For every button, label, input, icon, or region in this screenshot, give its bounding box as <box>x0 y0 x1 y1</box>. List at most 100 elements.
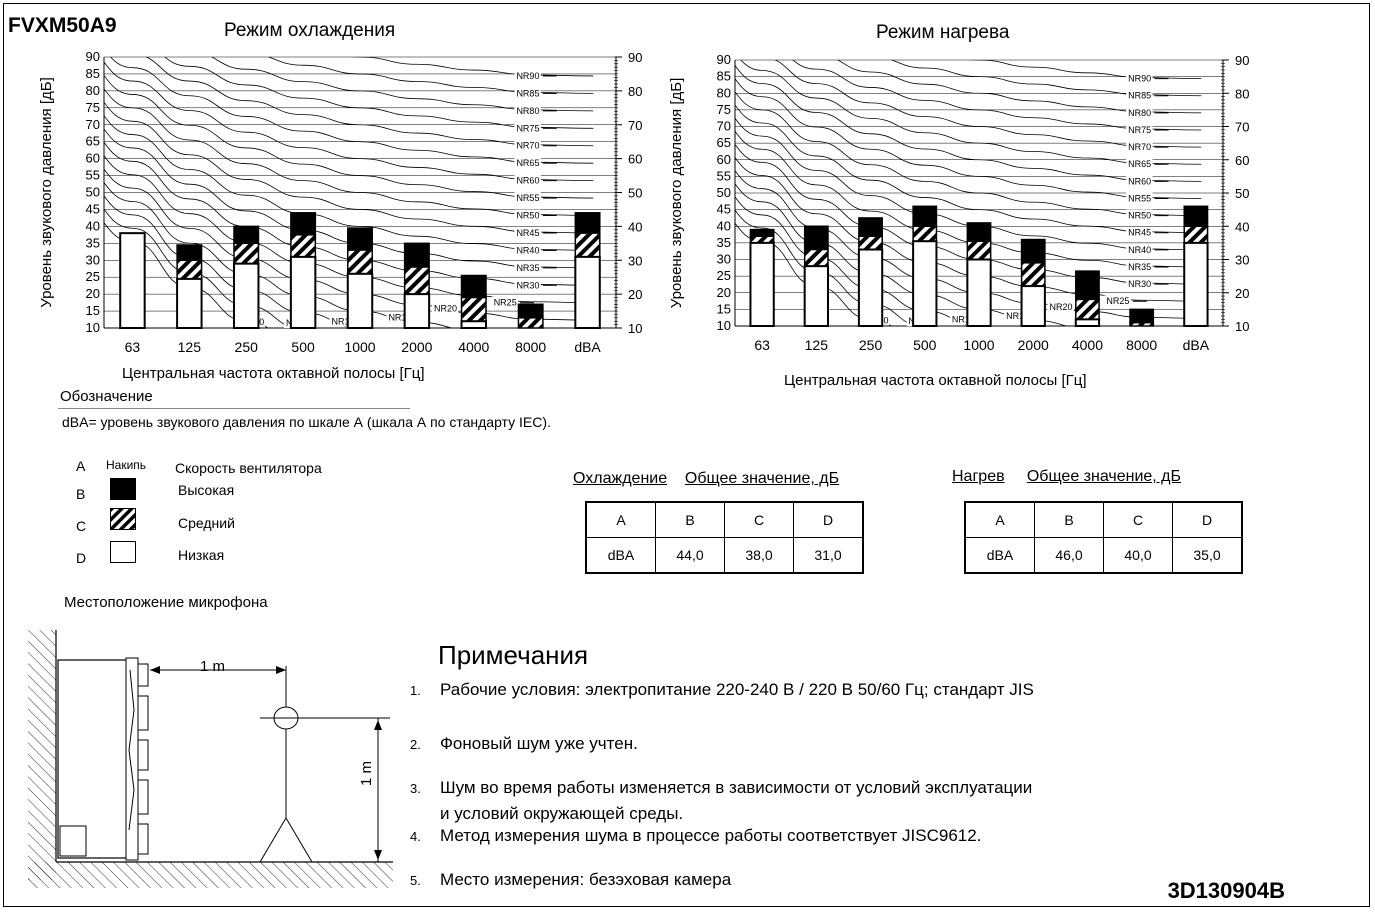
nr-label: NR35 <box>1128 262 1151 272</box>
note-item: 5. Место измерения: безэховая камера <box>410 870 731 890</box>
nr-label-bg <box>329 315 356 327</box>
y-axis-label: Уровень звукового давления [дБ] <box>38 77 55 308</box>
nr-label-bg <box>1004 309 1031 321</box>
nr-label-bg <box>1126 106 1153 118</box>
note-item: 4. Метод измерения шума в процессе работы… <box>410 826 981 846</box>
note-number: 2. <box>410 737 421 752</box>
note-text: Фоновый шум уже учтен. <box>440 734 638 753</box>
y-tick-label-right: 20 <box>628 287 642 302</box>
bar-medium <box>403 266 430 295</box>
bar-low <box>574 255 601 329</box>
x-tick-label: 8000 <box>515 339 546 355</box>
nr-label: NR10 <box>332 316 355 326</box>
nr-label-bg <box>1126 72 1153 84</box>
nr-label-bg <box>514 244 541 256</box>
nr-label-bg <box>1126 209 1153 221</box>
y-tick-label: 30 <box>86 252 100 267</box>
x-tick-label: 125 <box>178 339 202 355</box>
nr-curve <box>735 78 1202 199</box>
y-tick-label: 85 <box>717 69 731 84</box>
table-row: dBA 46,0 40,0 35,0 <box>965 537 1242 573</box>
nr-curve <box>145 57 594 147</box>
dba-note: dBA= уровень звукового давления по шкале… <box>62 414 551 430</box>
bar-medium <box>517 317 544 329</box>
nr-label: NR85 <box>516 88 539 98</box>
bar-low <box>912 240 938 327</box>
x-tick-label: 125 <box>805 337 829 353</box>
nr-label-bg <box>1126 141 1153 153</box>
nr-label-bg <box>491 296 519 308</box>
x-tick-label: 250 <box>235 339 259 355</box>
nr-label-bg <box>514 192 541 204</box>
nr-label: NR20 <box>434 303 457 313</box>
legend-label-high: Высокая <box>178 482 235 498</box>
microphone-title: Местоположение микрофона <box>64 594 268 611</box>
cooling-caption-value: Общее значение, дБ <box>684 470 840 487</box>
note-text: Место измерения: безэховая камера <box>440 870 732 889</box>
notes-title: Примечания <box>438 640 589 670</box>
y-tick-label-right: 50 <box>628 186 642 201</box>
y-tick-label: 15 <box>86 303 100 318</box>
heating-caption-value: Общее значение, дБ <box>1026 468 1182 485</box>
bar-low <box>749 241 775 327</box>
nr-curves <box>104 57 594 328</box>
nr-label-bg <box>1126 89 1153 101</box>
table-cell: A <box>586 502 656 538</box>
nr-label: NR45 <box>1128 228 1151 238</box>
bar-high <box>347 227 373 251</box>
y-tick-label-right: 70 <box>1235 120 1249 135</box>
y-tick-label: 40 <box>717 218 731 233</box>
legend-label-medium: Средний <box>178 515 235 531</box>
nr-curve <box>735 104 1202 234</box>
bar-medium <box>347 249 373 275</box>
nr-curve <box>837 60 1202 114</box>
table-cell: dBA <box>586 537 656 573</box>
bar-high <box>1183 205 1209 228</box>
heating-caption-mode: Нагрев <box>952 468 1005 485</box>
table-cell: D <box>793 502 863 538</box>
y-tick-label: 65 <box>86 134 100 149</box>
table-cell: D <box>1172 502 1242 538</box>
table-cell: 31,0 <box>793 537 863 573</box>
y-tick-label: 70 <box>717 119 731 134</box>
table-cell: A <box>965 502 1035 538</box>
legend-divider <box>58 408 410 409</box>
bar-medium <box>912 225 938 242</box>
nr-label-bg <box>386 311 413 323</box>
nr-label: NR25 <box>494 298 517 308</box>
note-item: 3. Шум во время работы изменяется в завис… <box>410 778 1032 798</box>
nr-label: NR35 <box>516 263 539 273</box>
nr-curve <box>104 208 296 328</box>
heating-chart: 1015202530354045505560657075808590102030… <box>668 52 1249 353</box>
y-tick-label: 35 <box>717 235 731 250</box>
nr-label: NR30 <box>1128 279 1151 289</box>
nr-curves <box>735 60 1202 326</box>
note-text: Метод измерения шума в процессе работы с… <box>440 826 982 845</box>
y-tick-label: 20 <box>86 286 100 301</box>
bar-high <box>803 225 829 251</box>
bar-low <box>176 277 203 330</box>
dimension-horizontal: 1 m <box>200 658 226 675</box>
bar-high <box>749 228 775 237</box>
x-tick-label: 1000 <box>963 337 994 353</box>
x-tick-label: dBA <box>1183 337 1210 353</box>
nr-label: NR80 <box>516 106 539 116</box>
nr-label: NR55 <box>516 193 539 203</box>
x-tick-label: 500 <box>291 339 315 355</box>
nr-label-bg <box>1047 300 1074 312</box>
bar-low <box>857 248 884 327</box>
y-tick-label: 70 <box>86 117 100 132</box>
bar-medium <box>460 296 487 322</box>
y-tick-label-right: 90 <box>628 50 642 65</box>
nr-curve <box>104 88 594 216</box>
table-cell: 46,0 <box>1034 537 1104 573</box>
x-tick-label: 500 <box>913 337 937 353</box>
y-tick-label-right: 20 <box>1235 286 1249 301</box>
nr-label-bg <box>514 87 541 99</box>
bar-high <box>912 205 938 228</box>
bar-high <box>403 242 430 268</box>
bar-low <box>1074 318 1101 328</box>
document-id: 3D130904B <box>1167 878 1285 903</box>
y-tick-label: 60 <box>717 152 731 167</box>
bar-low <box>403 293 431 329</box>
